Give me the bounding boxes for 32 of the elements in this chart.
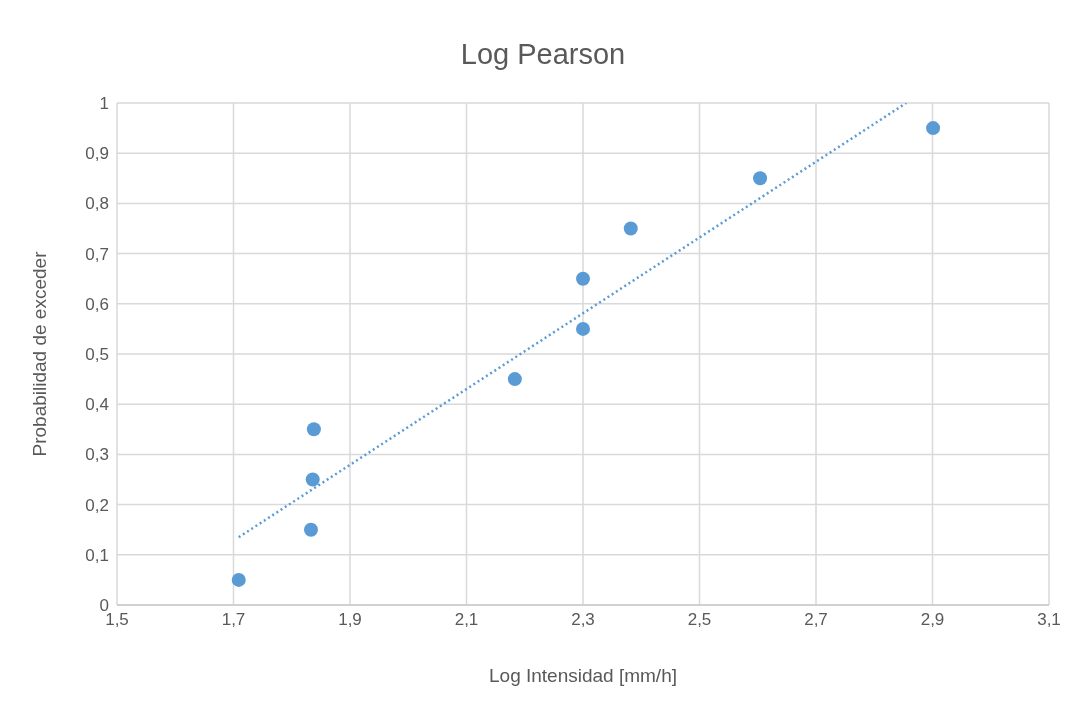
y-tick-label: 0,7 — [85, 244, 109, 264]
x-tick-label: 1,7 — [221, 610, 246, 630]
point — [576, 271, 590, 286]
y-tick-label: 0,2 — [85, 495, 109, 515]
y-tick-label: 1 — [99, 94, 109, 114]
y-tick-label: 0,1 — [85, 545, 109, 565]
y-tick-label: 0,4 — [85, 395, 109, 415]
x-tick-label: 2,9 — [920, 610, 945, 630]
y-tick-label: 0,3 — [85, 445, 109, 465]
x-tick-label: 1,9 — [338, 610, 362, 630]
point — [306, 422, 321, 437]
point — [926, 121, 941, 136]
x-tick-label: 3,1 — [1037, 610, 1061, 630]
x-tick-label: 1,5 — [105, 610, 129, 630]
y-tick-label: 0,9 — [85, 144, 109, 164]
point — [305, 472, 320, 487]
point — [231, 572, 246, 587]
point — [623, 221, 638, 236]
y-axis-title: Probabilidad de exceder — [28, 250, 50, 457]
x-tick-label: 2,5 — [687, 610, 712, 630]
point — [753, 171, 768, 186]
y-tick-label: 0,8 — [85, 194, 109, 214]
x-tick-label: 2,3 — [571, 610, 595, 630]
x-tick-label: 2,7 — [804, 610, 828, 630]
y-tick-label: 0,6 — [85, 294, 109, 314]
point — [507, 372, 522, 387]
point — [576, 321, 590, 336]
y-tick-label: 0,5 — [85, 345, 109, 365]
point — [303, 522, 318, 537]
x-tick-label: 2,1 — [454, 610, 479, 630]
x-axis-title: Log Intensidad [mm/h] — [489, 665, 677, 686]
chart-title: Log Pearson — [459, 38, 627, 71]
